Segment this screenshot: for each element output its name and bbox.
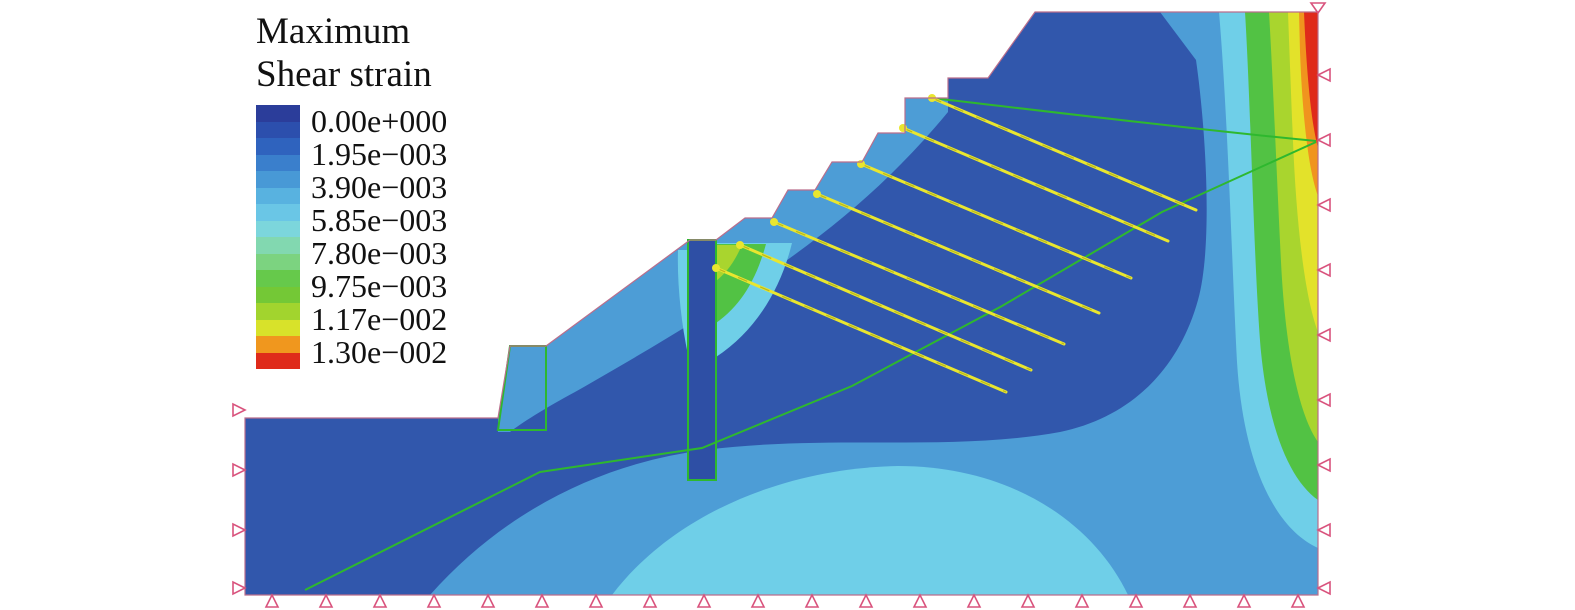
legend-row: 1.17e−002	[256, 301, 448, 337]
roller-marker-icon	[1317, 198, 1331, 212]
anchor-head-icon	[712, 264, 720, 272]
roller-marker-icon	[967, 594, 981, 608]
legend-label: 1.95e−003	[311, 136, 448, 172]
roller-marker-icon	[1075, 594, 1089, 608]
anchor-line	[930, 96, 1198, 212]
model-outline	[244, 11, 1319, 596]
roller-marker-icon	[427, 594, 441, 608]
legend-swatch	[256, 336, 300, 369]
roller-marker-icon	[1317, 393, 1331, 407]
anchor-head-icon	[857, 160, 865, 168]
roller-marker-icon	[373, 594, 387, 608]
roller-marker-icon	[1237, 594, 1251, 608]
roller-marker-icon	[589, 594, 603, 608]
contour-light-blue-region	[430, 12, 1318, 595]
roller-marker-icon	[319, 594, 333, 608]
anchor-head-icon	[899, 124, 907, 132]
legend-title: Maximum Shear strain	[256, 10, 447, 96]
roller-marker-icon	[481, 594, 495, 608]
roller-marker-icon	[232, 523, 246, 537]
roller-marker-icon	[1183, 594, 1197, 608]
legend-row: 5.85e−003	[256, 202, 448, 238]
interface-line-upper	[931, 97, 1317, 142]
anchor-head-icon	[736, 241, 744, 249]
legend-label: 7.80e−003	[311, 235, 448, 271]
contour-cyan-pile-left	[677, 250, 688, 355]
roller-marker-icon	[697, 594, 711, 608]
roller-marker-icon	[535, 594, 549, 608]
legend-label: 1.30e−002	[311, 334, 448, 370]
roller-marker-icon	[1291, 594, 1305, 608]
roller-marker-icon	[1129, 594, 1143, 608]
legend-title-line1: Maximum	[256, 11, 411, 52]
legend-label: 3.90e−003	[311, 169, 448, 205]
roller-marker-icon	[805, 594, 819, 608]
anchor-segment-ticks	[902, 127, 1169, 242]
anchor-segment-ticks	[816, 193, 1100, 314]
legend-row: 1.95e−003	[256, 136, 448, 172]
legend-swatch	[256, 105, 300, 138]
legend-label: 1.17e−002	[311, 301, 448, 337]
legend-swatch	[256, 138, 300, 171]
roller-marker-icon	[265, 594, 279, 608]
legend-label: 9.75e−003	[311, 268, 448, 304]
roller-marker-icon	[232, 403, 246, 417]
boundary-markers	[232, 2, 1331, 608]
contour-red-corner	[1303, 12, 1318, 148]
anchor-head-icon	[770, 218, 778, 226]
roller-marker-icon	[1317, 581, 1331, 595]
roller-marker-icon	[859, 594, 873, 608]
roller-marker-icon	[1317, 523, 1331, 537]
roller-marker-icon	[1317, 328, 1331, 342]
corner-support-icon	[1309, 2, 1327, 15]
legend-swatch	[256, 270, 300, 303]
legend-row: 7.80e−003	[256, 235, 448, 271]
legend: Maximum Shear strain 0.00e+000 1.95e−003 3…	[256, 10, 448, 370]
roller-marker-icon	[643, 594, 657, 608]
anchor-head-icon	[813, 190, 821, 198]
legend-scale: 0.00e+000 1.95e−003 3.90e−003 5.85e−003 7.80…	[256, 103, 448, 370]
contour-cyan-basin	[612, 466, 1128, 595]
anchor-segment-ticks	[773, 221, 1065, 345]
roller-marker-icon	[913, 594, 927, 608]
anchor-segment-ticks	[860, 163, 1132, 279]
legend-label: 5.85e−003	[311, 202, 448, 238]
legend-swatch	[256, 204, 300, 237]
roller-marker-icon	[1317, 68, 1331, 82]
legend-swatch	[256, 303, 300, 336]
anchor-segment-ticks	[715, 267, 1007, 393]
roller-marker-icon	[751, 594, 765, 608]
roller-marker-icon	[1317, 263, 1331, 277]
roller-marker-icon	[232, 463, 246, 477]
legend-row: 0.00e+000	[256, 103, 448, 139]
anchor-segment-ticks	[739, 244, 1032, 371]
legend-swatch	[256, 171, 300, 204]
legend-row: 1.30e−002	[256, 334, 448, 370]
interface-line-deep	[304, 141, 1317, 591]
legend-title-line2: Shear strain	[256, 54, 432, 95]
roller-marker-icon	[232, 581, 246, 595]
legend-label: 0.00e+000	[311, 103, 448, 139]
anchor-group	[712, 94, 1198, 394]
roller-marker-icon	[1317, 133, 1331, 147]
roller-marker-icon	[1021, 594, 1035, 608]
legend-swatch	[256, 237, 300, 270]
roller-marker-icon	[1317, 458, 1331, 472]
legend-row: 3.90e−003	[256, 169, 448, 205]
legend-row: 9.75e−003	[256, 268, 448, 304]
